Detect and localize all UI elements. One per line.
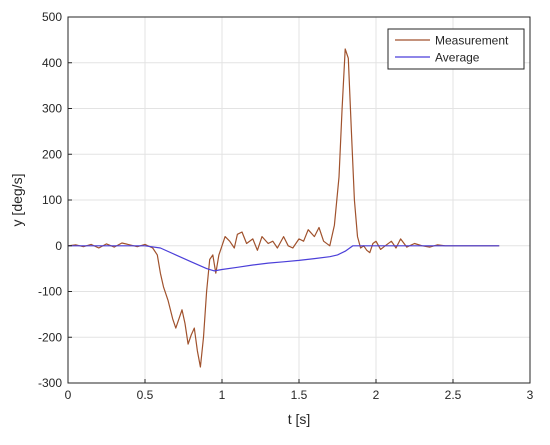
y-axis-label: y [deg/s] [9,174,25,227]
x-tick-label: 1.5 [291,388,308,402]
series-line-measurement [67,48,500,368]
legend-label-average: Average [435,51,480,65]
series-line-average [68,245,500,272]
y-tick-label: 300 [42,102,62,116]
legend: Measurement Average [387,28,525,70]
tick-labels: 0 0.5 1 1.5 2 2.5 3 -300 -200 -100 0 100 200 300 400 50… [38,10,534,402]
x-tick-label: 3 [527,388,534,402]
x-tick-label: 2 [373,388,380,402]
x-tick-label: 0.5 [137,388,154,402]
series-group [67,48,500,368]
y-tick-label: -300 [38,376,62,390]
y-tick-label: -200 [38,330,62,344]
legend-label-measurement: Measurement [435,34,509,48]
legend-box [387,28,525,70]
y-tick-label: 200 [42,147,62,161]
x-tick-label: 2.5 [445,388,462,402]
y-tick-label: 500 [42,10,62,24]
x-axis-label: t [s] [288,411,311,427]
y-tick-label: -100 [38,285,62,299]
x-tick-label: 1 [219,388,226,402]
y-tick-label: 400 [42,56,62,70]
x-tick-label: 0 [65,388,72,402]
y-tick-label: 100 [42,193,62,207]
y-tick-label: 0 [55,239,62,253]
